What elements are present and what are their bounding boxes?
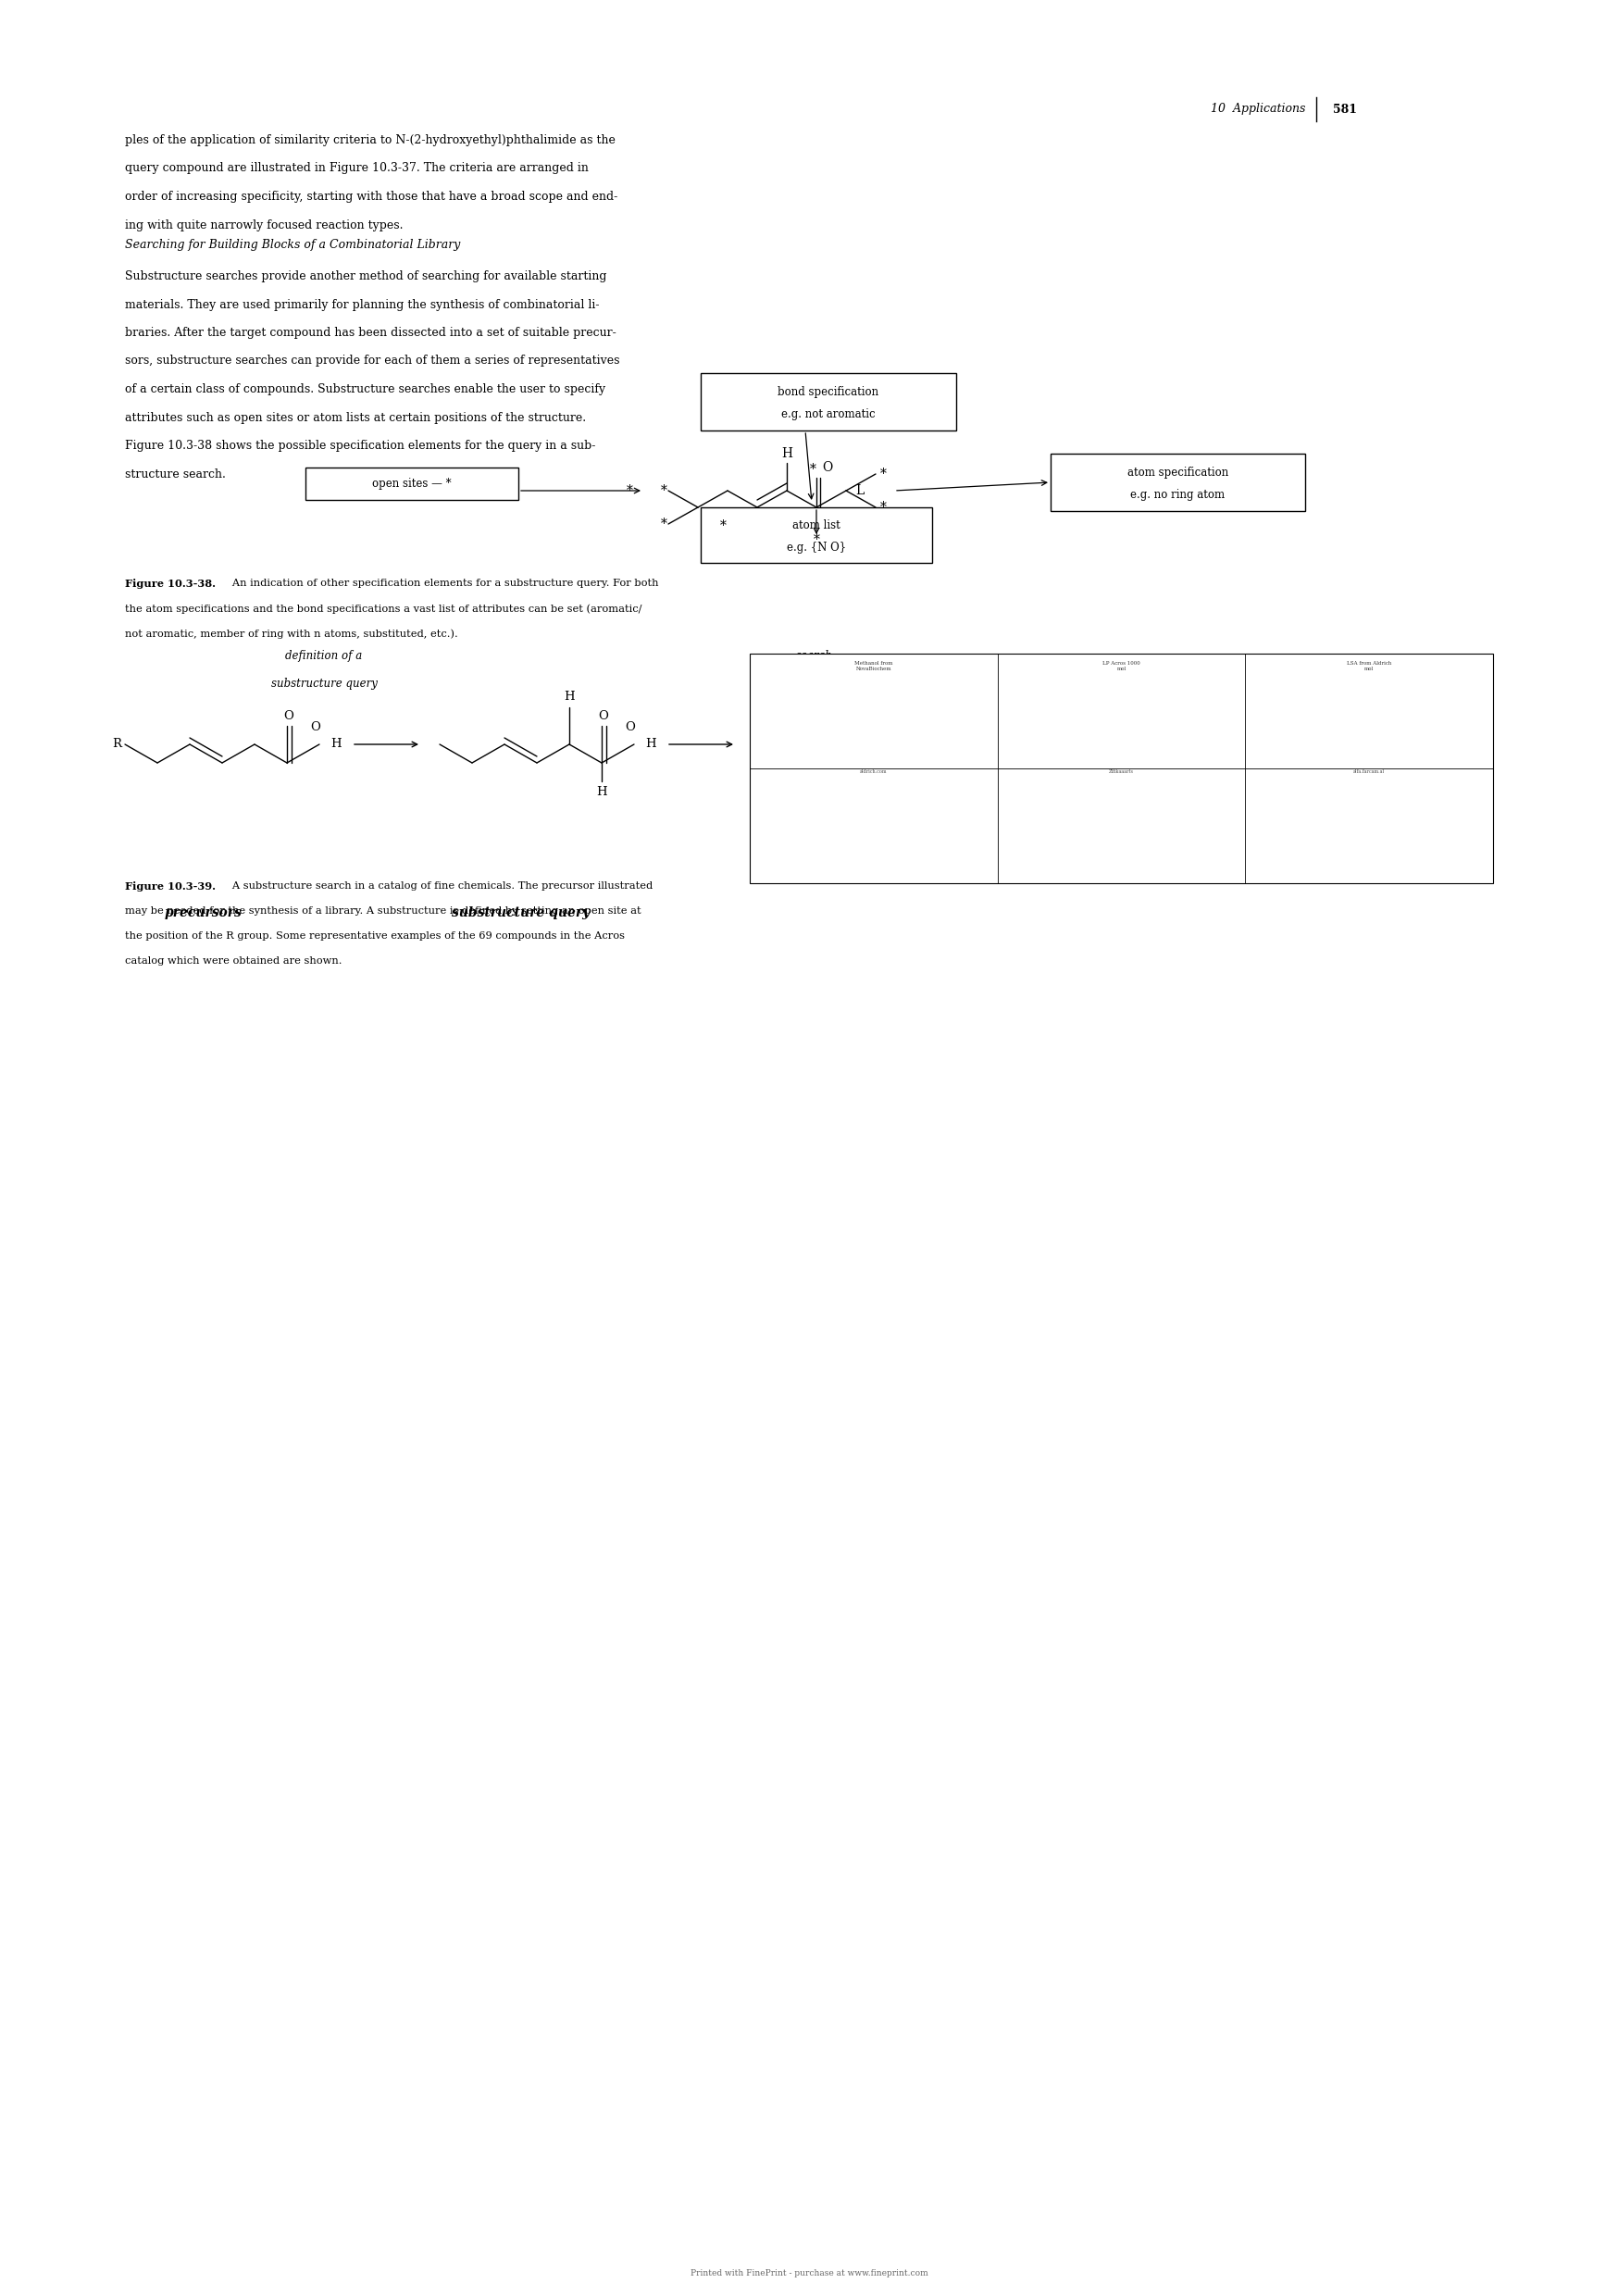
Text: 10  Applications: 10 Applications	[1210, 103, 1306, 115]
Text: may be needed for the synthesis of a library. A substructure is defined by setti: may be needed for the synthesis of a lib…	[125, 907, 641, 916]
Text: attributes such as open sites or atom lists at certain positions of the structur: attributes such as open sites or atom li…	[125, 411, 586, 422]
Text: alfa.farcam.al: alfa.farcam.al	[1353, 769, 1385, 774]
Bar	[749, 654, 1493, 884]
Text: Zlfikaaarts: Zlfikaaarts	[1108, 769, 1134, 774]
Text: A substructure search in a catalog of fine chemicals. The precursor illustrated: A substructure search in a catalog of fi…	[222, 882, 652, 891]
Text: *: *	[880, 501, 887, 514]
Text: H: H	[781, 448, 793, 459]
Text: Methanol from
NovaBiochem: Methanol from NovaBiochem	[854, 661, 893, 670]
Text: *: *	[809, 464, 815, 475]
Text: Substructure searches provide another method of searching for available starting: Substructure searches provide another me…	[125, 271, 607, 282]
Text: *: *	[880, 468, 887, 480]
Text: not aromatic, member of ring with n atoms, substituted, etc.).: not aromatic, member of ring with n atom…	[125, 629, 458, 638]
Text: e.g. not aromatic: e.g. not aromatic	[781, 409, 875, 420]
Text: *: *	[626, 484, 633, 498]
Bar	[306, 468, 518, 501]
Bar	[701, 372, 956, 432]
Text: O: O	[311, 721, 320, 732]
Text: Figure 10.3-39.: Figure 10.3-39.	[125, 882, 215, 891]
Text: definition of a: definition of a	[285, 650, 362, 661]
Text: LP Acros 1000
mol: LP Acros 1000 mol	[1102, 661, 1141, 670]
Text: the atom specifications and the bond specifications a vast list of attributes ca: the atom specifications and the bond spe…	[125, 604, 642, 613]
Text: atom list: atom list	[793, 519, 840, 533]
Bar	[1050, 455, 1306, 512]
Text: of a certain class of compounds. Substructure searches enable the user to specif: of a certain class of compounds. Substru…	[125, 383, 605, 395]
Text: H: H	[565, 691, 574, 703]
Text: substructure query: substructure query	[451, 907, 589, 918]
Text: substructure query: substructure query	[270, 677, 377, 689]
Text: open sites — *: open sites — *	[372, 478, 451, 489]
Text: ples of the application of similarity criteria to N-(2-hydroxyethyl)phthalimide : ples of the application of similarity cr…	[125, 133, 615, 147]
Text: H: H	[330, 739, 341, 751]
Text: the position of the R group. Some representative examples of the 69 compounds in: the position of the R group. Some repres…	[125, 932, 625, 941]
Text: R: R	[112, 739, 121, 751]
Text: search: search	[796, 650, 833, 661]
Text: *: *	[814, 533, 820, 546]
Text: order of increasing specificity, starting with those that have a broad scope and: order of increasing specificity, startin…	[125, 191, 618, 202]
Text: Figure 10.3-38 shows the possible specification elements for the query in a sub-: Figure 10.3-38 shows the possible specif…	[125, 441, 595, 452]
Text: catalog which were obtained are shown.: catalog which were obtained are shown.	[125, 957, 341, 967]
Text: O: O	[822, 461, 832, 473]
Text: e.g. no ring atom: e.g. no ring atom	[1131, 489, 1225, 501]
Text: precursors: precursors	[165, 907, 243, 918]
Text: Searching for Building Blocks of a Combinatorial Library: Searching for Building Blocks of a Combi…	[125, 239, 461, 250]
Text: *: *	[660, 517, 667, 530]
Text: braries. After the target compound has been dissected into a set of suitable pre: braries. After the target compound has b…	[125, 326, 616, 340]
Text: query compound are illustrated in Figure 10.3-37. The criteria are arranged in: query compound are illustrated in Figure…	[125, 163, 589, 174]
Text: e.g. {N O}: e.g. {N O}	[786, 542, 846, 553]
Bar	[701, 507, 932, 563]
Text: O: O	[283, 709, 294, 723]
Text: O: O	[599, 709, 608, 723]
Text: Printed with FinePrint - purchase at www.fineprint.com: Printed with FinePrint - purchase at www…	[691, 2268, 927, 2278]
Text: Figure 10.3-38.: Figure 10.3-38.	[125, 579, 215, 588]
Text: An indication of other specification elements for a substructure query. For both: An indication of other specification ele…	[222, 579, 659, 588]
Text: O: O	[625, 721, 636, 732]
Text: LSA from Aldrich
mol: LSA from Aldrich mol	[1346, 661, 1391, 670]
Text: sors, substructure searches can provide for each of them a series of representat: sors, substructure searches can provide …	[125, 356, 620, 367]
Text: 581: 581	[1333, 103, 1358, 115]
Text: H: H	[597, 785, 607, 799]
Text: L: L	[856, 484, 864, 498]
Text: H: H	[646, 739, 655, 751]
Text: *: *	[660, 484, 667, 498]
Text: materials. They are used primarily for planning the synthesis of combinatorial l: materials. They are used primarily for p…	[125, 298, 599, 310]
Text: aldrich.com: aldrich.com	[861, 769, 887, 774]
Text: ing with quite narrowly focused reaction types.: ing with quite narrowly focused reaction…	[125, 218, 403, 232]
Text: *: *	[720, 519, 726, 533]
Text: bond specification: bond specification	[778, 386, 879, 397]
Text: structure search.: structure search.	[125, 468, 227, 480]
Text: atom specification: atom specification	[1128, 466, 1228, 478]
